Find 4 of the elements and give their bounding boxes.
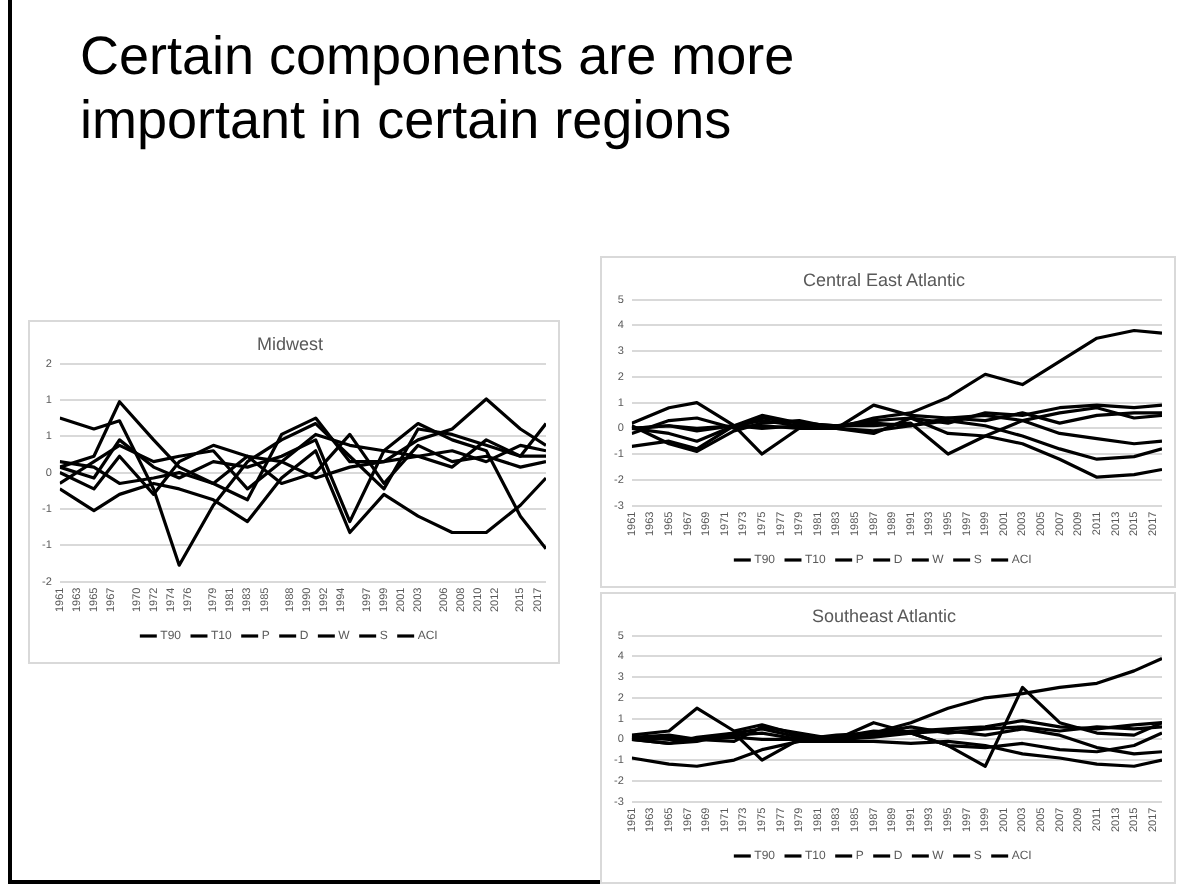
chart-title: Southeast Atlantic: [811, 605, 958, 626]
chart-title: Central East Atlantic: [802, 269, 967, 290]
text: Certain components are more important in certain regions: [80, 24, 797, 152]
chart-title: Midwest: [256, 333, 324, 354]
